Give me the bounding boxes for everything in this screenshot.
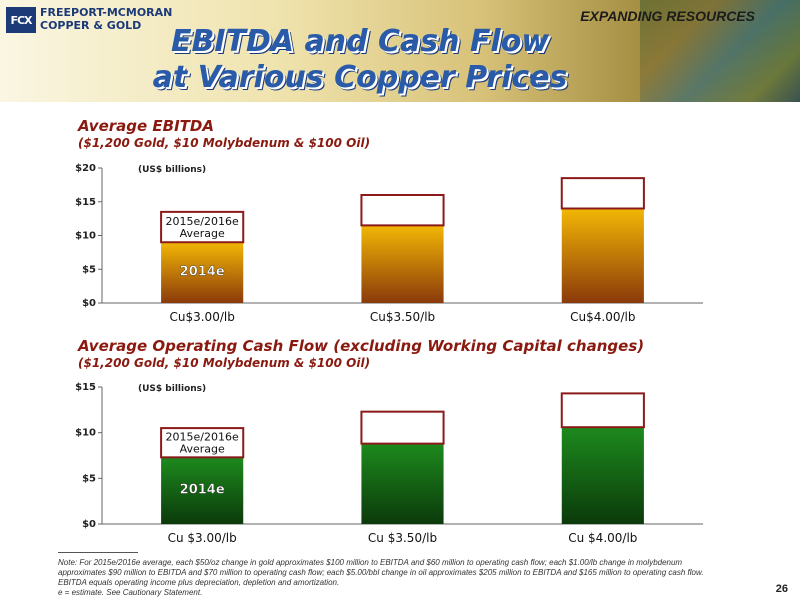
- x-tick-label: Cu$3.00/lb: [169, 310, 234, 324]
- bar-top-label-line1: 2015e/2016e: [166, 215, 239, 228]
- y-tick-label: $0: [82, 298, 96, 309]
- y-tick-label: $5: [82, 473, 96, 484]
- bar-base-label: 2014e: [180, 265, 225, 280]
- units-label: (US$ billions): [138, 384, 206, 394]
- cashflow-heading: Average Operating Cash Flow (excluding W…: [78, 337, 645, 355]
- bar-2014e: [561, 427, 644, 524]
- bar-top-label-line2: Average: [180, 227, 225, 240]
- header-photo-collage: [640, 0, 800, 102]
- ebitda-subheading: ($1,200 Gold, $10 Molybdenum & $100 Oil): [78, 136, 371, 150]
- footnote-rule: [58, 552, 138, 553]
- bar-top-label-line2: Average: [180, 443, 225, 456]
- company-logo-icon: FCX: [6, 7, 36, 33]
- title-line2: at Various Copper Prices: [152, 60, 568, 95]
- tagline: EXPANDING RESOURCES: [580, 8, 755, 24]
- ebitda-heading: Average EBITDA: [78, 117, 214, 135]
- units-label: (US$ billions): [138, 165, 206, 175]
- page-number: 26: [775, 583, 788, 595]
- bar-2015-2016-average: [160, 210, 245, 244]
- company-name: FREEPORT-MCMORAN COPPER & GOLD: [40, 6, 172, 32]
- bar-2015-2016-average: [160, 427, 245, 459]
- y-tick-label: $15: [75, 197, 96, 208]
- bar-2015-2016-average: [560, 177, 645, 210]
- cashflow-chart: $0 $5 $10 $15 (US$ billions) Cu $3.00/lb 2015e…: [75, 382, 703, 545]
- y-tick-label: $20: [75, 163, 96, 174]
- y-tick-label: $10: [75, 428, 96, 439]
- bar-2014e: [561, 208, 644, 303]
- bar-2014e: [361, 443, 444, 524]
- bar-2015-2016-average: [360, 410, 445, 445]
- x-tick-label: Cu $3.00/lb: [168, 531, 237, 545]
- bar-2014e: [161, 457, 244, 524]
- bar-base-label: 2014e: [180, 482, 225, 497]
- cashflow-subheading: ($1,200 Gold, $10 Molybdenum & $100 Oil): [78, 356, 371, 370]
- bar-2015-2016-average: [360, 194, 445, 227]
- bar-2015-2016-average: [560, 392, 645, 429]
- x-tick-label: Cu$4.00/lb: [570, 310, 635, 324]
- bar-2014e: [161, 242, 244, 303]
- y-tick-label: $15: [75, 382, 96, 393]
- x-tick-label: Cu $3.50/lb: [368, 531, 437, 545]
- y-tick-label: $5: [82, 264, 96, 275]
- ebitda-chart: $0 $5 $10 $15 $20 (US$ billions) Cu$3.00/lb 201…: [75, 163, 703, 324]
- bar-top-label-line1: 2015e/2016e: [166, 431, 239, 444]
- x-tick-label: Cu $4.00/lb: [568, 531, 637, 545]
- estimate-note: e = estimate. See Cautionary Statement.: [58, 588, 203, 597]
- y-tick-label: $0: [82, 519, 96, 530]
- bar-2014e: [361, 225, 444, 303]
- x-tick-label: Cu$3.50/lb: [370, 310, 435, 324]
- company-name-line1: FREEPORT-MCMORAN: [40, 6, 173, 19]
- footnote: Note: For 2015e/2016e average, each $50/…: [58, 558, 704, 587]
- company-name-line2: COPPER & GOLD: [40, 19, 142, 32]
- slide-title: EBITDA and Cash Flow at Various Copper P…: [150, 24, 570, 96]
- y-tick-label: $10: [75, 231, 96, 242]
- title-line1: EBITDA and Cash Flow: [170, 24, 550, 59]
